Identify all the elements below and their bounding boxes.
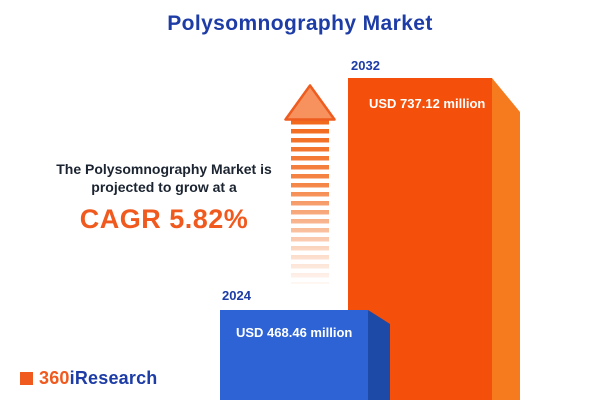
cagr-value: CAGR 5.82% (79, 204, 249, 234)
bar-2024-side-face (368, 310, 390, 400)
growth-arrow-shaft (291, 120, 329, 284)
logo-name: iResearch (69, 368, 158, 388)
up-arrow-icon (284, 84, 336, 121)
logo-text: 360iResearch (39, 368, 158, 389)
bar-2024-value-label: USD 468.46 million (236, 325, 353, 340)
growth-note: The Polysomnography Market is projected … (28, 160, 300, 235)
growth-note-line1: The Polysomnography Market is (56, 161, 272, 177)
logo: 360iResearch (20, 368, 158, 389)
growth-note-line2: projected to grow at a (91, 179, 237, 195)
logo-number: 360 (39, 368, 70, 388)
bar-2024 (220, 310, 368, 400)
bar-2032-value-label: USD 737.12 million (369, 96, 486, 111)
logo-square-icon (20, 372, 33, 385)
bar-2024-year-label: 2024 (222, 288, 251, 303)
bar-2032-side-face (492, 78, 520, 400)
page-title: Polysomnography Market (167, 12, 433, 35)
bar-2032-year-label: 2032 (351, 58, 380, 73)
